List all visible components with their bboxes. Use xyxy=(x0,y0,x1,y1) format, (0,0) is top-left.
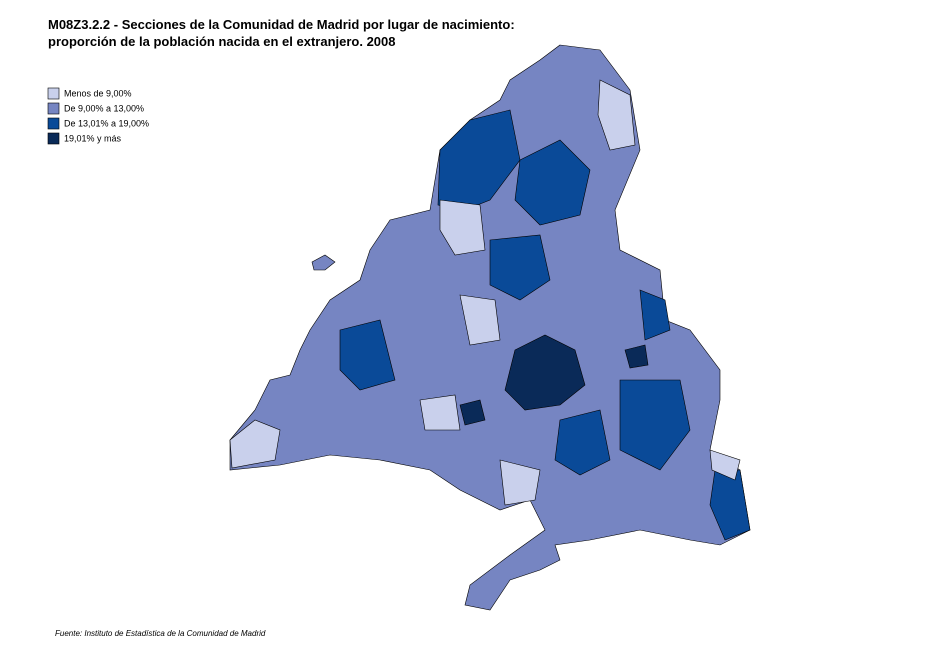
title-line: proporción de la población nacida en el … xyxy=(48,34,396,49)
legend-label: Menos de 9,00% xyxy=(64,88,132,98)
region xyxy=(459,294,501,346)
region xyxy=(419,394,461,431)
legend-label: 19,01% y más xyxy=(64,133,122,143)
map xyxy=(229,44,751,611)
region xyxy=(709,449,741,481)
legend-label: De 13,01% a 19,00% xyxy=(64,118,149,128)
legend-swatch xyxy=(47,132,60,145)
region xyxy=(489,234,551,301)
region xyxy=(639,289,671,341)
region xyxy=(514,139,591,226)
legend: Menos de 9,00% De 9,00% a 13,00% De 13,01%… xyxy=(47,87,149,145)
island xyxy=(311,254,336,271)
cluster xyxy=(459,399,486,426)
legend-label: De 9,00% a 13,00% xyxy=(64,103,144,113)
source: Fuente: Instituto de Estadística de la C… xyxy=(55,629,266,638)
region xyxy=(554,409,611,476)
region xyxy=(499,459,541,506)
legend-swatch xyxy=(47,87,60,100)
region xyxy=(339,319,396,391)
region xyxy=(439,199,486,256)
title-line: M08Z3.2.2 - Secciones de la Comunidad de… xyxy=(48,17,515,32)
region xyxy=(229,419,281,469)
region xyxy=(619,379,691,471)
cluster xyxy=(624,344,649,369)
capital xyxy=(504,334,586,411)
legend-swatch xyxy=(47,117,60,130)
region xyxy=(597,79,636,151)
legend-swatch xyxy=(47,102,60,115)
